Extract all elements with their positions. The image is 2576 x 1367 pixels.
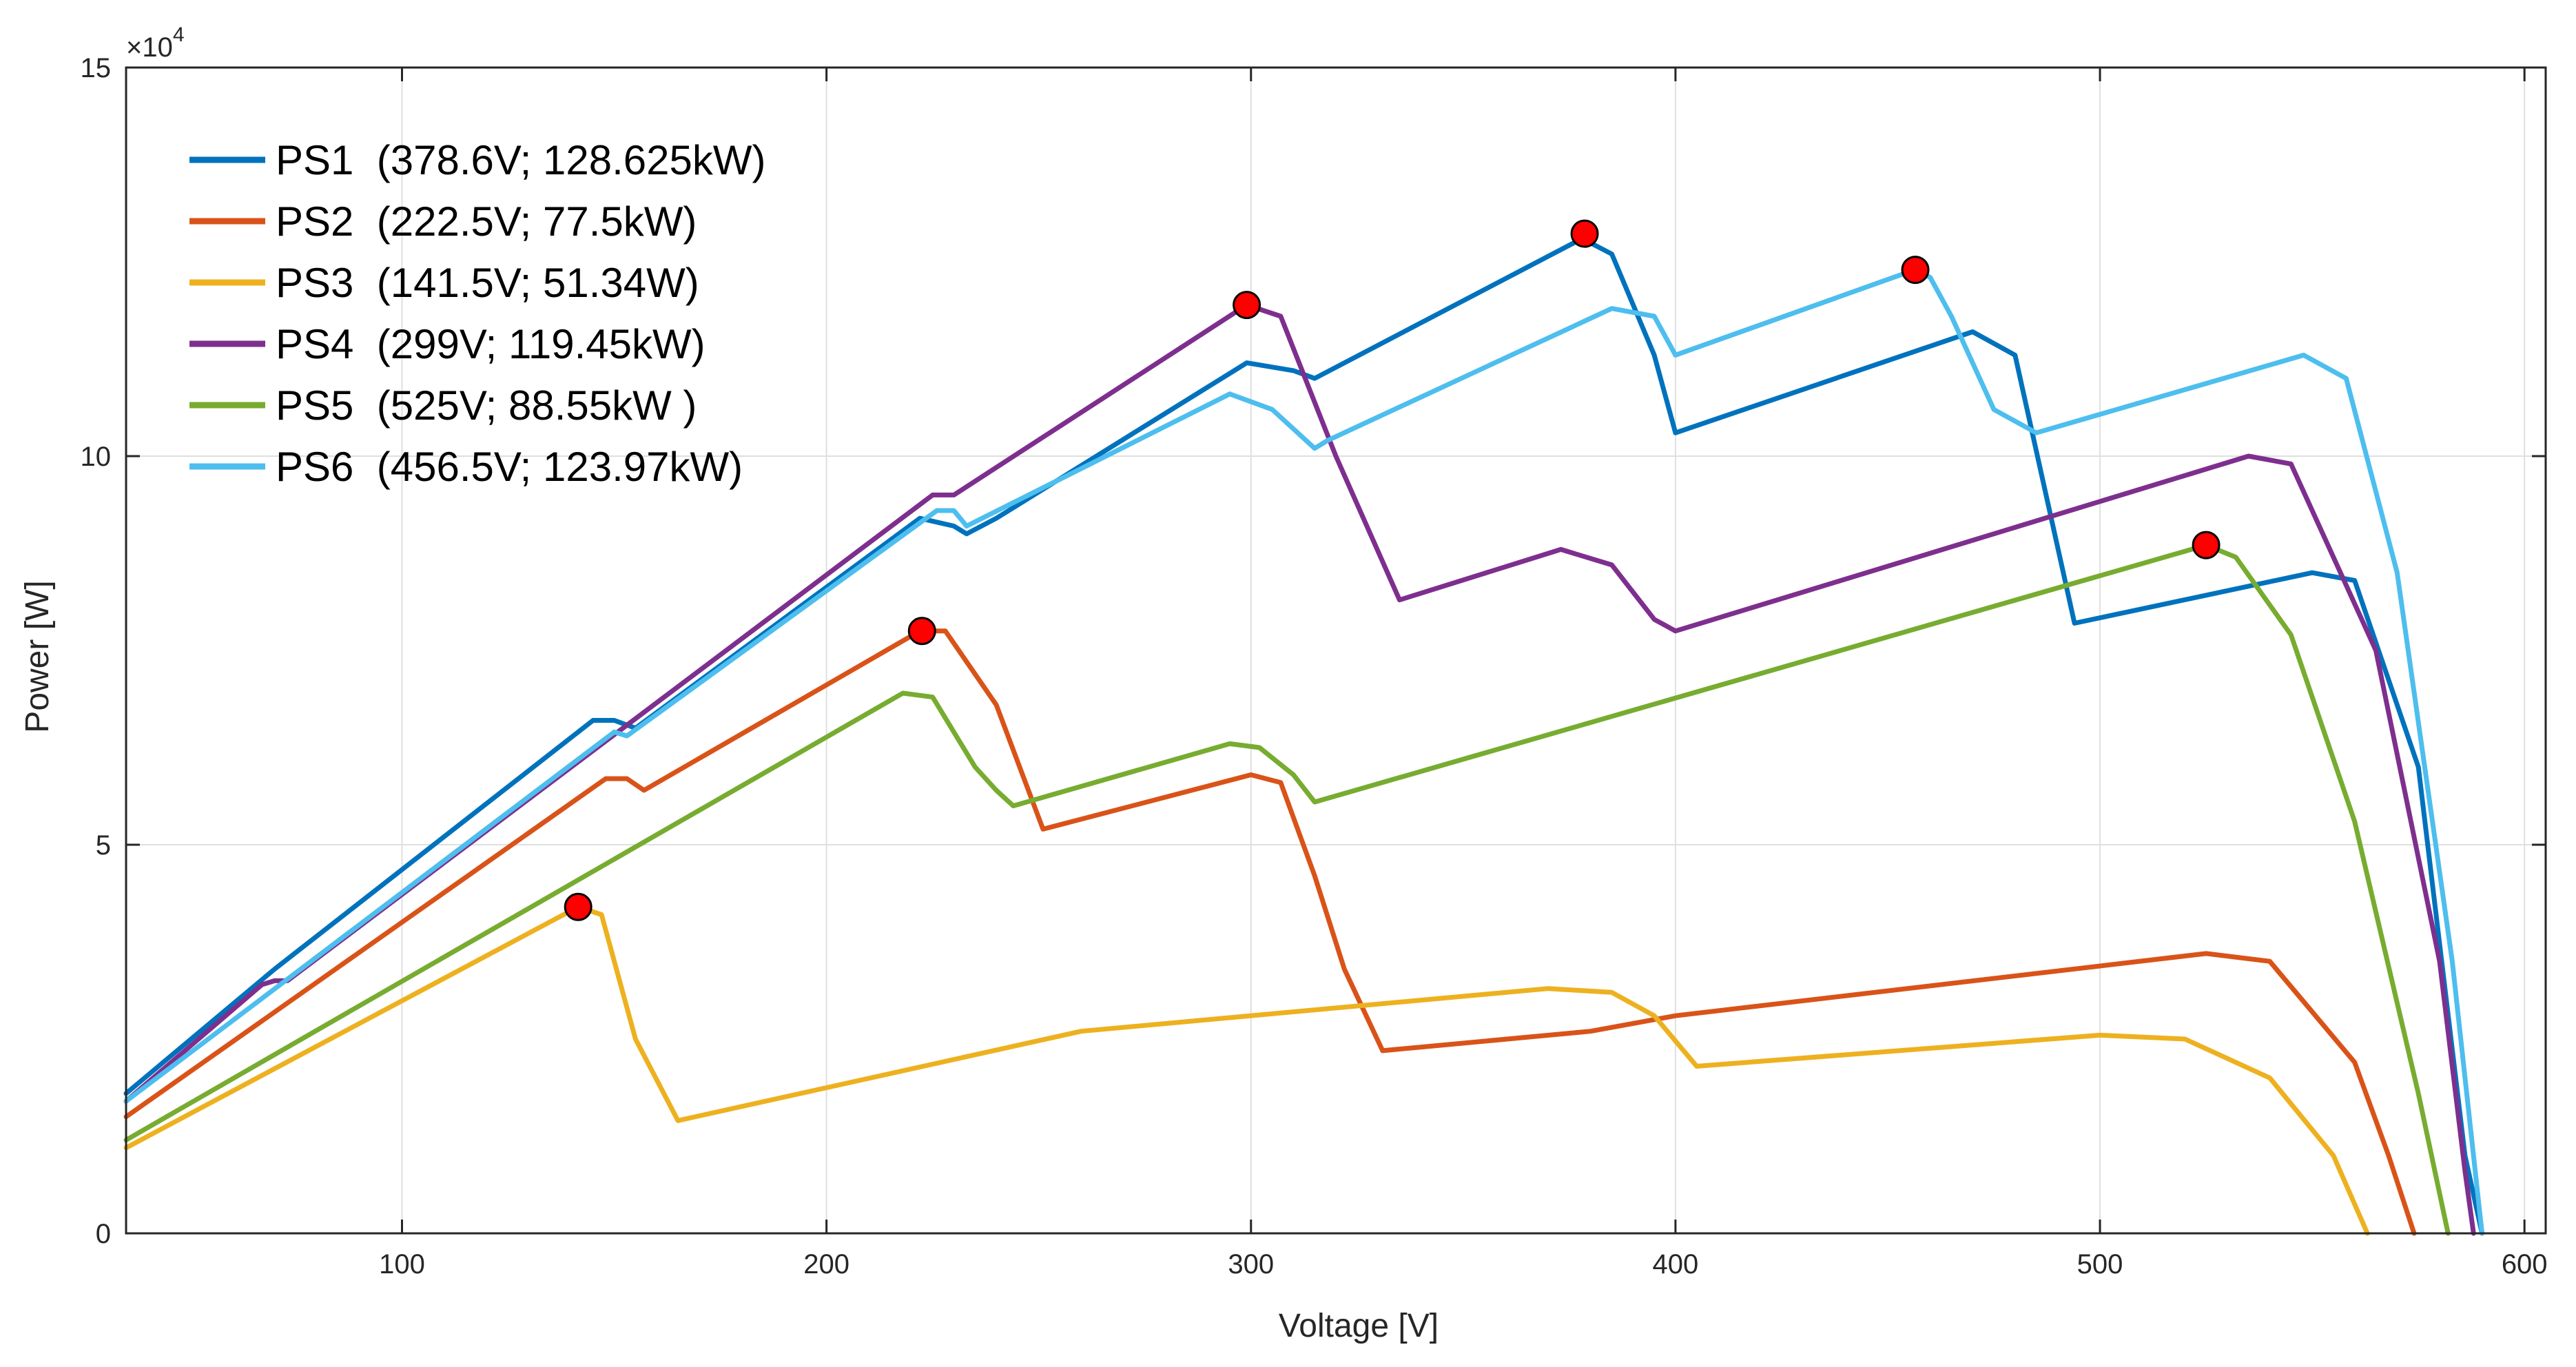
legend-item-ps2: PS2 (222.5V; 77.5kW)	[189, 198, 697, 245]
x-tick-label: 300	[1228, 1249, 1274, 1279]
y-tick-label: 5	[96, 830, 111, 861]
y-exponent-base: ×10	[126, 32, 173, 63]
series-line-ps2	[123, 628, 2417, 1236]
legend-item-ps1: PS1 (378.6V; 128.625kW)	[189, 137, 766, 183]
series-lines	[123, 236, 2485, 1236]
y-exponent-label: ×104	[126, 23, 185, 63]
legend-label: PS3 (141.5V; 51.34W)	[276, 260, 699, 306]
legend-label: PS6 (456.5V; 123.97kW)	[276, 444, 743, 490]
legend-label: PS5 (525V; 88.55kW )	[276, 382, 697, 429]
mpp-marker-ps6	[1901, 256, 1930, 285]
legend-item-ps5: PS5 (525V; 88.55kW )	[189, 382, 697, 429]
y-tick-label: 10	[81, 442, 112, 472]
x-tick-label: 500	[2077, 1249, 2123, 1279]
mpp-marker-ps5	[2192, 531, 2220, 559]
mpp-marker-ps3	[564, 892, 593, 921]
mpp-marker-ps1	[1570, 219, 1599, 248]
x-tick-label: 400	[1653, 1249, 1699, 1279]
legend-label: PS2 (222.5V; 77.5kW)	[276, 198, 697, 245]
legend-item-ps4: PS4 (299V; 119.45kW)	[189, 321, 705, 367]
mpp-marker-ps4	[1233, 291, 1261, 320]
legend-item-ps6: PS6 (456.5V; 123.97kW)	[189, 444, 743, 490]
mpp-markers	[564, 219, 2220, 921]
x-axis-label: Voltage [V]	[1279, 1308, 1439, 1344]
y-tick-labels: 0 5 10 15	[81, 53, 112, 1249]
legend-label: PS4 (299V; 119.45kW)	[276, 321, 705, 367]
y-tick-label: 0	[96, 1219, 111, 1249]
series-line-ps5	[123, 542, 2451, 1236]
y-axis-label: Power [W]	[19, 580, 56, 732]
mpp-marker-ps2	[907, 617, 936, 646]
x-tick-label: 200	[803, 1249, 849, 1279]
axes-box	[125, 66, 2547, 1235]
y-tick-label: 15	[81, 53, 112, 83]
legend: PS1 (378.6V; 128.625kW) PS2 (222.5V; 77.5…	[189, 137, 766, 490]
legend-label: PS1 (378.6V; 128.625kW)	[276, 137, 766, 183]
y-exponent-power: 4	[173, 23, 185, 46]
ticks	[126, 66, 2546, 1235]
x-tick-label: 100	[379, 1249, 425, 1279]
x-tick-labels: 100 200 300 400 500 600	[379, 1249, 2547, 1279]
series-line-ps6	[123, 267, 2485, 1236]
x-tick-label: 600	[2502, 1249, 2548, 1279]
series-line-ps3	[123, 904, 2370, 1236]
series-line-ps1	[123, 236, 2485, 1236]
legend-item-ps3: PS3 (141.5V; 51.34W)	[189, 260, 699, 306]
